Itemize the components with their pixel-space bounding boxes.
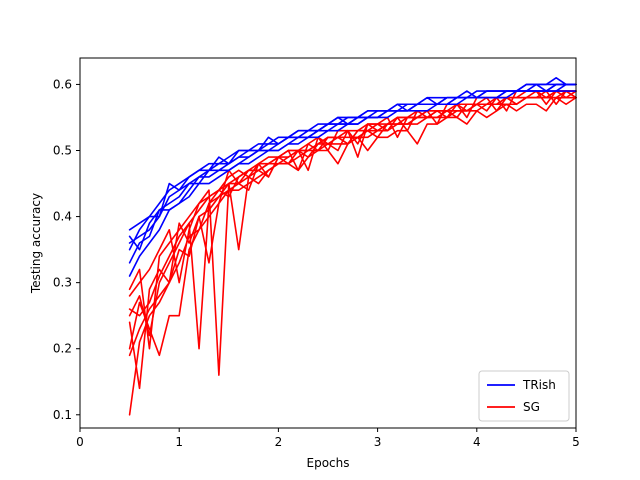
y-tick-label: 0.6 [53, 77, 72, 91]
x-tick-label: 3 [374, 435, 382, 449]
y-tick-label: 0.4 [53, 210, 72, 224]
y-tick-label: 0.5 [53, 144, 72, 158]
series-layer [128, 77, 577, 416]
legend-label-trish: TRish [522, 378, 556, 392]
legend-label-sg: SG [523, 400, 540, 414]
plot-frame [79, 57, 577, 429]
legend: TRish SG [478, 370, 570, 422]
x-axis-label: Epochs [307, 456, 350, 470]
y-tick-label: 0.1 [53, 408, 72, 422]
y-axis-ticks: 0.1 0.2 0.3 0.4 0.5 0.6 [53, 77, 80, 422]
y-tick-label: 0.3 [53, 276, 72, 290]
x-tick-label: 5 [572, 435, 580, 449]
x-tick-label: 4 [473, 435, 481, 449]
x-tick-label: 0 [76, 435, 84, 449]
axes-layer [79, 57, 577, 429]
series-line-4 [128, 90, 577, 277]
x-axis-ticks: 0 1 2 3 4 5 [76, 428, 580, 449]
y-axis-label: Testing accuracy [29, 193, 43, 294]
x-tick-label: 2 [275, 435, 283, 449]
series-line-5 [128, 83, 577, 251]
series-line-12 [128, 96, 577, 357]
x-tick-label: 1 [175, 435, 183, 449]
series-line-13 [128, 90, 577, 390]
y-tick-label: 0.2 [53, 342, 72, 356]
legend-box [478, 370, 570, 422]
